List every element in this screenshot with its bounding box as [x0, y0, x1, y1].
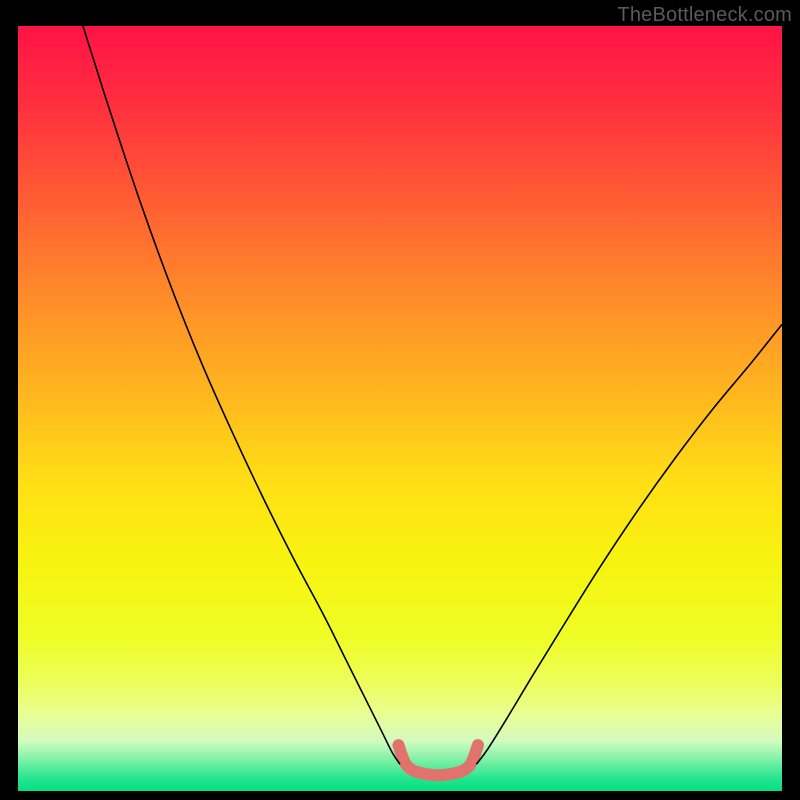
chart-frame: { "watermark": "TheBottleneck.com", "cha…: [0, 0, 800, 800]
watermark-text: TheBottleneck.com: [617, 4, 792, 27]
gradient-background: [18, 26, 782, 791]
plot-area: [18, 26, 782, 791]
bottleneck-chart: [18, 26, 782, 791]
